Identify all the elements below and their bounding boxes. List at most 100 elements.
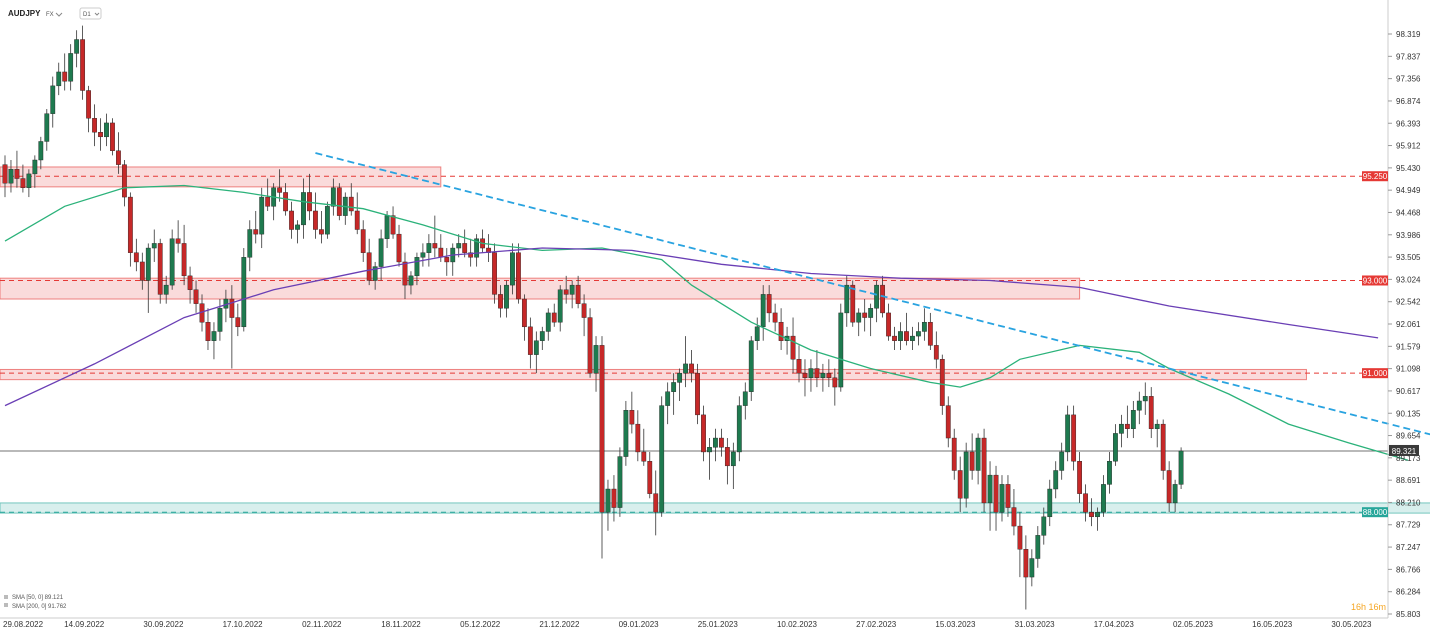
time-tick-label: 30.09.2022 (143, 620, 184, 629)
price-tick-label: 86.284 (1396, 588, 1421, 597)
candle-up (324, 206, 330, 235)
candle-down (778, 321, 784, 341)
price-tick-label: 88.210 (1396, 498, 1421, 507)
candle-down (969, 451, 975, 471)
candle-up (838, 312, 844, 388)
candle-down (253, 229, 259, 235)
candle-down (265, 196, 271, 207)
candle-down (80, 39, 86, 91)
candle-down (701, 414, 706, 453)
sma50-settings-icon[interactable] (4, 595, 8, 599)
candle-down (951, 437, 957, 471)
candle-down (86, 90, 91, 119)
candle-down (116, 150, 121, 165)
candle-down (348, 196, 354, 212)
candle-down (110, 122, 115, 151)
price-tick-label: 95.912 (1396, 142, 1421, 151)
candle-up (557, 289, 563, 323)
candle-down (1005, 484, 1011, 508)
time-tick-label: 31.03.2023 (1015, 620, 1056, 629)
candle-down (432, 243, 438, 249)
candle-up (384, 215, 390, 239)
candle-up (510, 252, 515, 286)
candle-up (1065, 414, 1071, 453)
candle-up (820, 372, 826, 379)
candle-up (730, 451, 736, 467)
candle-down (92, 118, 97, 133)
timeframe-label: D1 (83, 12, 91, 18)
candle-down (1148, 396, 1154, 429)
candle-down (689, 363, 694, 374)
candle-down (283, 192, 288, 212)
level-tag-label: 88.000 (1363, 508, 1388, 517)
candle-up (414, 257, 420, 277)
candle-down (939, 359, 945, 406)
moving-averages-layer (4, 184, 1409, 461)
candle-down (886, 312, 891, 337)
zone-rect (0, 277, 1081, 300)
candle-down (277, 187, 283, 193)
candle-up (623, 410, 629, 457)
candle-down (62, 71, 68, 82)
time-axis[interactable]: 29.08.2022 14.09.2022 30.09.2022 17.10.2022… (0, 617, 1388, 629)
candle-up (44, 113, 50, 142)
candle-down (444, 257, 450, 263)
time-tick-label: 27.02.2023 (856, 620, 897, 629)
candle-down (695, 372, 700, 416)
candle-up (760, 294, 766, 328)
zone-rect (0, 502, 1430, 514)
time-tick-label: 05.12.2022 (460, 620, 501, 629)
candle-up (241, 257, 247, 328)
sma200-settings-icon[interactable] (4, 603, 8, 607)
candles-layer (2, 25, 1184, 610)
timeframe-chevron-down-icon[interactable] (94, 12, 100, 16)
candle-up (1178, 450, 1184, 485)
sma50-line (4, 184, 1409, 461)
candle-up (504, 284, 509, 309)
time-tick-label: 14.09.2022 (64, 620, 105, 629)
candle-up (545, 312, 551, 332)
candle-down (468, 252, 474, 258)
time-tick-label: 15.03.2023 (935, 620, 976, 629)
candle-down (927, 321, 933, 346)
candle-up (713, 437, 718, 448)
symbol-chevron-down-icon[interactable] (55, 12, 63, 17)
price-axis[interactable]: 98.319 97.837 97.356 96.874 96.393 95.912 95.4… (1387, 0, 1421, 619)
candle-down (390, 215, 396, 235)
candle-up (1101, 484, 1106, 513)
candle-up (898, 331, 903, 341)
candle-up (32, 159, 38, 175)
price-tick-label: 92.061 (1396, 320, 1421, 329)
candle-down (396, 233, 402, 263)
candle-up (1113, 433, 1118, 462)
time-tick-label: 25.01.2023 (698, 620, 739, 629)
timeframe-selector[interactable] (79, 7, 102, 20)
candle-down (581, 303, 587, 318)
time-tick-label: 16.05.2023 (1252, 620, 1293, 629)
candle-down (904, 331, 909, 341)
candle-down (611, 488, 617, 508)
candle-up (736, 405, 742, 453)
candle-down (796, 359, 802, 374)
candle-down (832, 377, 838, 388)
candle-up (868, 308, 874, 318)
candle-up (671, 382, 677, 392)
candle-down (516, 252, 521, 300)
candle-up (1047, 488, 1053, 518)
time-tick-label: 18.11.2022 (381, 620, 421, 629)
candle-down (1023, 549, 1029, 578)
price-tick-label: 95.430 (1396, 164, 1421, 173)
candle-down (892, 335, 897, 341)
level-tag-label: 91.000 (1363, 369, 1388, 378)
candle-up (856, 312, 862, 323)
candle-up (104, 122, 109, 138)
candle-up (8, 169, 14, 184)
time-tick-label: 21.12.2022 (539, 620, 580, 629)
candle-down (235, 317, 241, 328)
time-tick-label: 17.10.2022 (223, 620, 264, 629)
candle-down (772, 312, 778, 323)
candle-up (217, 308, 223, 332)
candle-down (1017, 525, 1023, 550)
candle-up (1154, 423, 1160, 429)
